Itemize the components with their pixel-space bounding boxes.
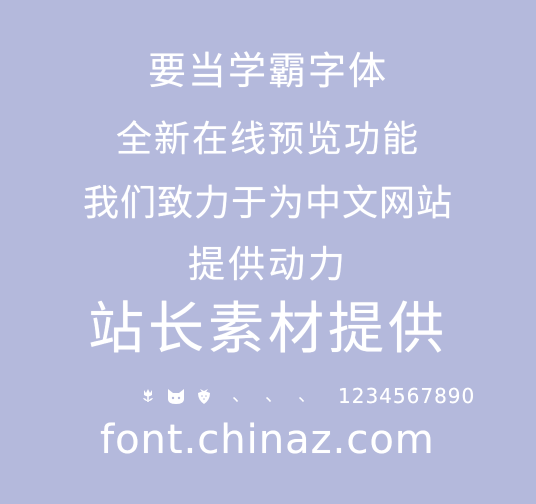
preview-line-4: 提供动力 bbox=[188, 243, 348, 286]
symbol-sample-row: 、 、 、 1234567890 bbox=[138, 385, 475, 407]
strawberry-icon bbox=[194, 386, 214, 406]
preview-line-1: 要当学霸字体 bbox=[147, 49, 388, 93]
cat-face-icon bbox=[166, 386, 186, 406]
preview-line-5: 站长素材提供 bbox=[88, 297, 448, 362]
preview-line-2: 全新在线预览功能 bbox=[115, 119, 420, 160]
preview-line-3: 我们致力于为中文网站 bbox=[82, 183, 453, 224]
punctuation-sample: 、 、 、 bbox=[232, 387, 316, 405]
comma-mark: 、 bbox=[265, 385, 283, 406]
site-url: font.chinaz.com bbox=[100, 417, 435, 463]
comma-mark: 、 bbox=[298, 385, 316, 406]
comma-mark: 、 bbox=[232, 385, 250, 406]
tulip-icon bbox=[138, 386, 158, 406]
digits-sample: 1234567890 bbox=[338, 384, 476, 408]
